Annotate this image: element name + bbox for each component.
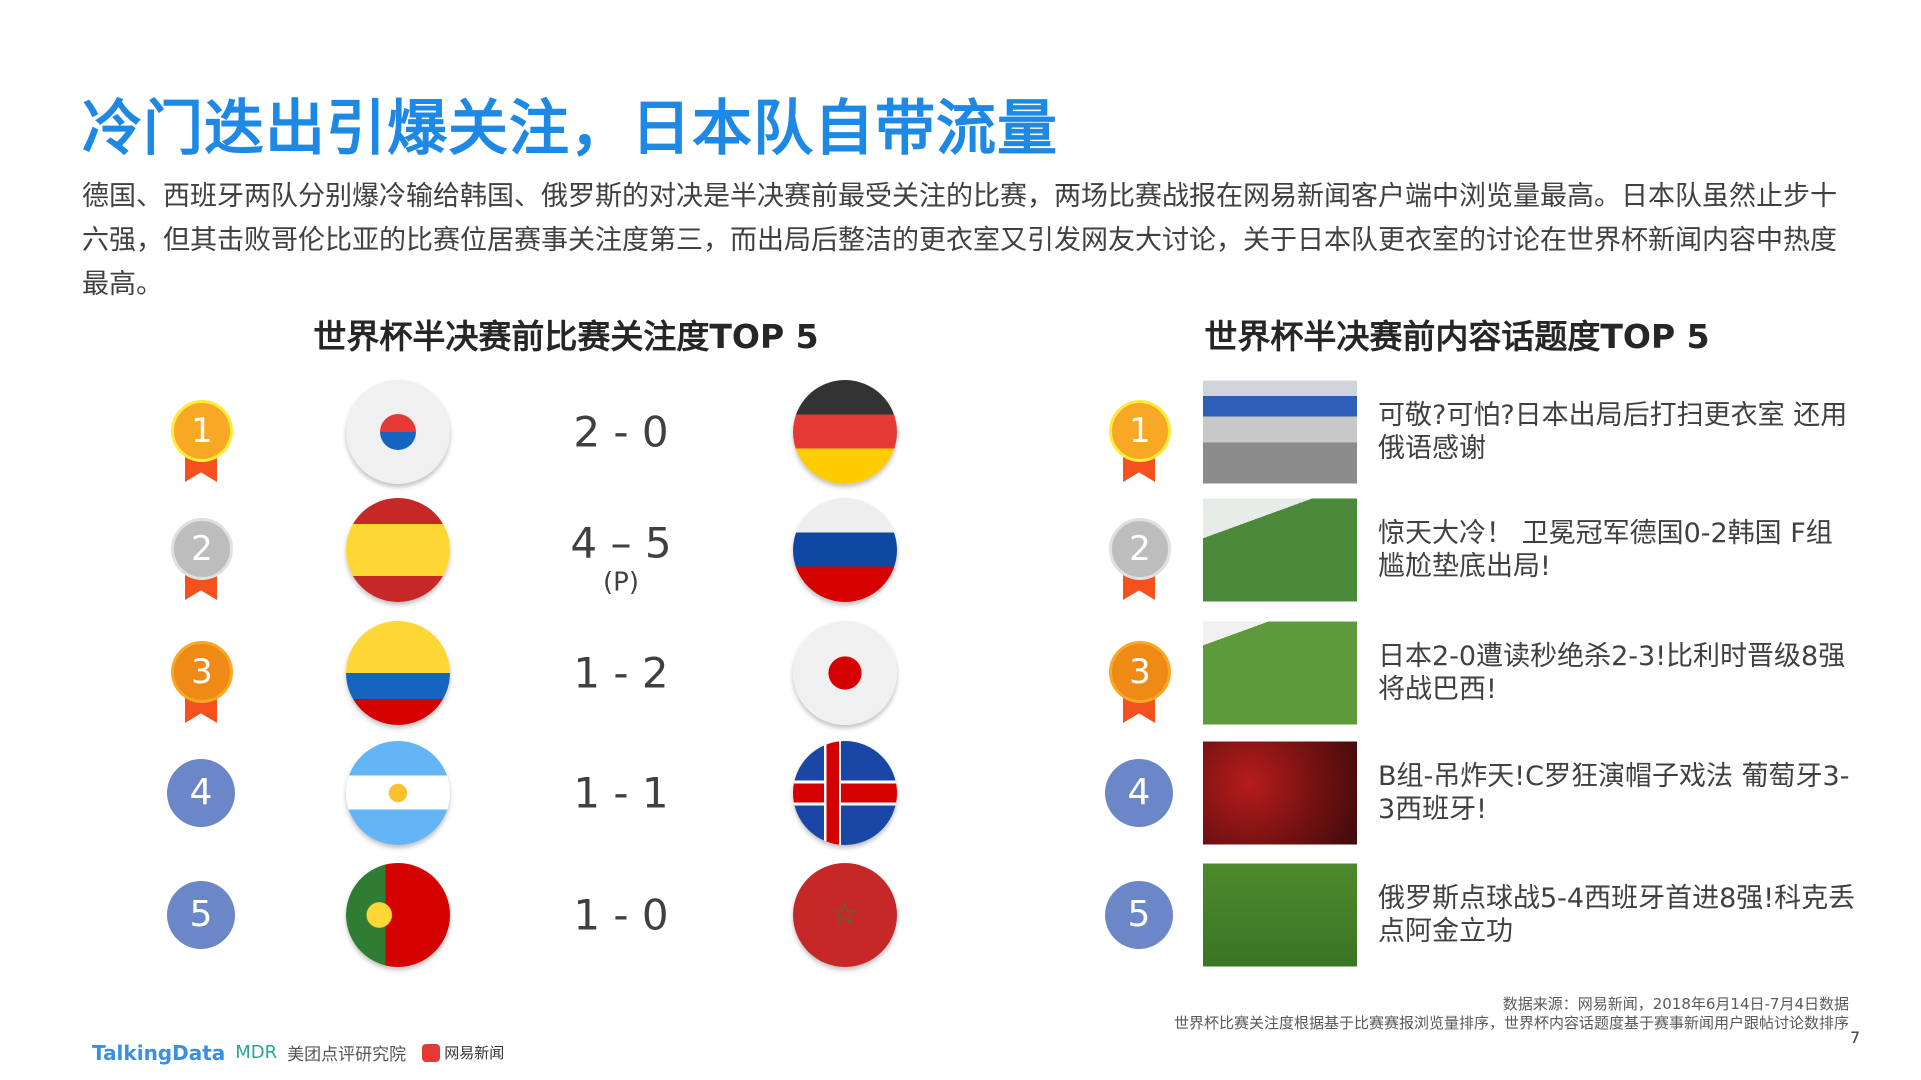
meituan-research-logo: 美团点评研究院 — [287, 1045, 407, 1065]
news-headline[interactable]: B组-吊炸天!C罗狂演帽子戏法 葡萄牙3-3西班牙! — [1378, 761, 1850, 825]
intro-paragraph: 德国、西班牙两队分别爆冷输给韩国、俄罗斯的对决是半决赛前最受关注的比赛，两场比赛… — [82, 181, 1837, 300]
news-thumbnail[interactable] — [1203, 498, 1357, 602]
rank-number: 2 — [1109, 518, 1171, 580]
flag-colombia-icon — [346, 621, 450, 725]
match-score: 1 - 0 — [573, 891, 668, 940]
rank-badge-5: 5 — [167, 881, 235, 949]
match-score: 2 - 0 — [573, 408, 668, 457]
flag-portugal-icon — [346, 863, 450, 967]
news-thumbnail[interactable] — [1203, 863, 1357, 967]
rank-number: 3 — [1109, 641, 1171, 703]
netease-icon — [422, 1043, 441, 1062]
rank-badge-4: 4 — [1105, 759, 1173, 827]
match-score: 1 - 1 — [573, 769, 668, 818]
rank-badge-4: 4 — [167, 759, 235, 827]
left-section-heading: 世界杯半决赛前比赛关注度TOP 5 — [313, 317, 819, 356]
page-title: 冷门迭出引爆关注，日本队自带流量 — [82, 94, 1058, 164]
penalty-note: (P) — [603, 567, 639, 598]
match-score: 4 – 5 (P) — [570, 519, 671, 598]
data-source: 数据来源：网易新闻，2018年6月14日-7月4日数据 — [1502, 995, 1849, 1013]
medal-rank-2-icon: 2 — [171, 518, 233, 600]
rank-number: 1 — [171, 400, 233, 462]
rank-badge-5: 5 — [1105, 881, 1173, 949]
netease-news-logo: 网易新闻 — [444, 1044, 505, 1062]
score-text: 1 - 0 — [573, 890, 669, 940]
score-text: 4 – 5 — [570, 518, 672, 568]
medal-rank-2-icon: 2 — [1109, 518, 1171, 600]
flag-germany-icon — [793, 380, 897, 484]
ranking-note: 世界杯比赛关注度根据基于比赛赛报浏览量排序，世界杯内容话题度基于赛事新闻用户跟帖… — [1173, 1014, 1849, 1032]
medal-rank-1-icon: 1 — [1109, 400, 1171, 482]
score-text: 2 - 0 — [573, 407, 669, 457]
match-score: 1 - 2 — [573, 649, 668, 698]
news-headline[interactable]: 日本2-0遭读秒绝杀2-3!比利时晋级8强将战巴西! — [1378, 641, 1846, 705]
score-text: 1 - 2 — [573, 648, 669, 698]
right-section-heading: 世界杯半决赛前内容话题度TOP 5 — [1204, 317, 1710, 356]
flag-iceland-icon — [793, 741, 897, 845]
flag-argentina-icon — [346, 741, 450, 845]
rank-number: 3 — [171, 641, 233, 703]
mdr-logo: MDR — [235, 1042, 278, 1063]
logo-bar: TalkingData MDR 美团点评研究院 网易新闻 — [92, 1040, 505, 1066]
rank-number: 1 — [1109, 400, 1171, 462]
news-headline[interactable]: 俄罗斯点球战5-4西班牙首进8强!科克丢点阿金立功 — [1378, 883, 1856, 947]
page-number: 7 — [1850, 1028, 1861, 1047]
medal-rank-3-icon: 3 — [1109, 641, 1171, 723]
medal-rank-3-icon: 3 — [171, 641, 233, 723]
news-headline[interactable]: 可敬?可怕?日本出局后打扫更衣室 还用俄语感谢 — [1378, 400, 1848, 464]
talkingdata-logo: TalkingData — [92, 1040, 226, 1065]
flag-japan-icon — [793, 621, 897, 725]
flag-russia-icon — [793, 498, 897, 602]
news-thumbnail[interactable] — [1203, 741, 1357, 845]
news-headline[interactable]: 惊天大冷！ 卫冕冠军德国0-2韩国 F组尴尬垫底出局! — [1378, 518, 1833, 582]
rank-number: 2 — [171, 518, 233, 580]
news-thumbnail[interactable] — [1203, 621, 1357, 725]
flag-korea-icon — [346, 380, 450, 484]
score-text: 1 - 1 — [573, 768, 669, 818]
news-thumbnail[interactable] — [1203, 380, 1357, 484]
medal-rank-1-icon: 1 — [171, 400, 233, 482]
flag-spain-icon — [346, 498, 450, 602]
flag-morocco-icon: ☆ — [793, 863, 897, 967]
